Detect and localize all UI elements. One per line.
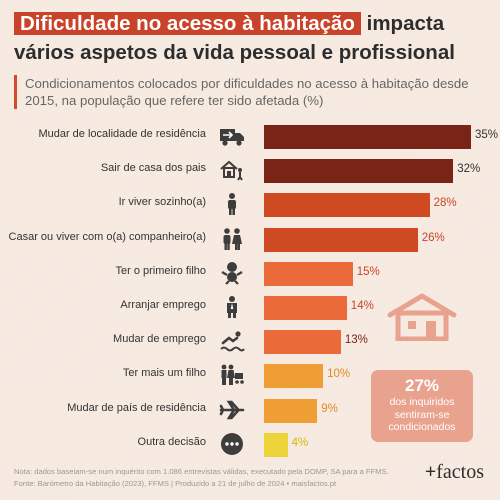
chart-subtitle: Condicionamentos colocados por dificulda… (14, 75, 495, 109)
value-label: 4% (291, 436, 309, 449)
value-label: 32% (457, 163, 481, 176)
callout-line: sentiram-se (394, 408, 450, 421)
more-options-icon (218, 432, 246, 456)
bar-row: Ir viver sozinho(a) 28% (0, 189, 500, 219)
bar (264, 432, 288, 457)
value-label: 10% (327, 368, 351, 381)
footer-note: Nota: dados baseiam-se num inquérito com… (14, 467, 389, 476)
brand-logo: +factos (425, 461, 484, 484)
bar-row: Arranjar emprego 14% (0, 292, 500, 322)
logo-word: factos (436, 461, 484, 483)
category-label: Mudar de localidade de residência (38, 128, 206, 140)
bar (264, 296, 347, 320)
chart-title: Dificuldade no acesso à habitação impact… (14, 9, 490, 67)
value-label: 14% (350, 300, 374, 312)
single-person-icon (218, 192, 246, 216)
value-label: 15% (356, 265, 380, 278)
category-label: Mudar de país de residência (67, 401, 206, 414)
value-label: 28% (433, 197, 457, 210)
couple-icon (218, 227, 246, 251)
title-rest: impacta vários aspetos da vida pessoal e… (14, 12, 455, 64)
category-label: Outra decisão (137, 435, 206, 448)
bar-row: Mudar de localidade de residência 35% (0, 121, 500, 151)
footer-notes: Nota: dados baseiam-se num inquérito com… (14, 466, 394, 490)
swimmer-icon (218, 329, 246, 353)
bar-row: Ter mais um filho 10% (0, 360, 500, 390)
category-label: Ter mais um filho (122, 367, 206, 380)
house-icon (387, 293, 457, 341)
leaving-home-icon (218, 158, 246, 182)
value-label: 26% (421, 231, 445, 244)
callout-line: condicionados (388, 421, 456, 433)
bar (264, 330, 341, 355)
baby-icon (218, 261, 246, 285)
bar-row: Sair de casa dos pais 32% (0, 155, 500, 185)
callout-line: dos inquiridos (389, 396, 455, 408)
bar (264, 125, 471, 149)
bar (264, 261, 353, 286)
category-label: Casar ou viver com o(a) companheiro(a) (8, 230, 206, 243)
bar-row: Ter o primeiro filho 15% (0, 258, 500, 288)
bar-row: Mudar de emprego 13% (0, 326, 500, 356)
bar (264, 227, 418, 252)
category-label: Ir viver sozinho(a) (118, 196, 206, 209)
bar (264, 364, 324, 389)
logo-plus: + (424, 461, 437, 483)
category-label: Arranjar emprego (120, 299, 206, 311)
bar (264, 193, 430, 218)
bar-row: Casar ou viver com o(a) companheiro(a) 26… (0, 224, 500, 254)
title-highlight: Dificuldade no acesso à habitação (14, 12, 361, 35)
value-label: 35% (475, 129, 499, 141)
moving-truck-icon (218, 124, 246, 148)
bar-row: Outra decisão 4% (0, 429, 500, 459)
value-label: 9% (321, 402, 338, 415)
bar (264, 398, 318, 423)
value-label: 13% (344, 334, 368, 347)
airplane-icon (218, 398, 246, 422)
bar-row: Mudar de país de residência 9% (0, 395, 500, 425)
callout-box: 27% dos inquiridos sentiram-se condicion… (371, 370, 473, 442)
family-icon (218, 363, 246, 387)
category-label: Mudar de emprego (113, 333, 206, 346)
callout-value: 27% (404, 376, 440, 395)
businessman-icon (218, 295, 246, 319)
footer-source: Fonte: Barómetro da Habitação (2023), FF… (14, 479, 337, 488)
category-label: Ter o primeiro filho (115, 264, 206, 277)
bar (264, 159, 454, 184)
category-label: Sair de casa dos pais (100, 162, 206, 175)
